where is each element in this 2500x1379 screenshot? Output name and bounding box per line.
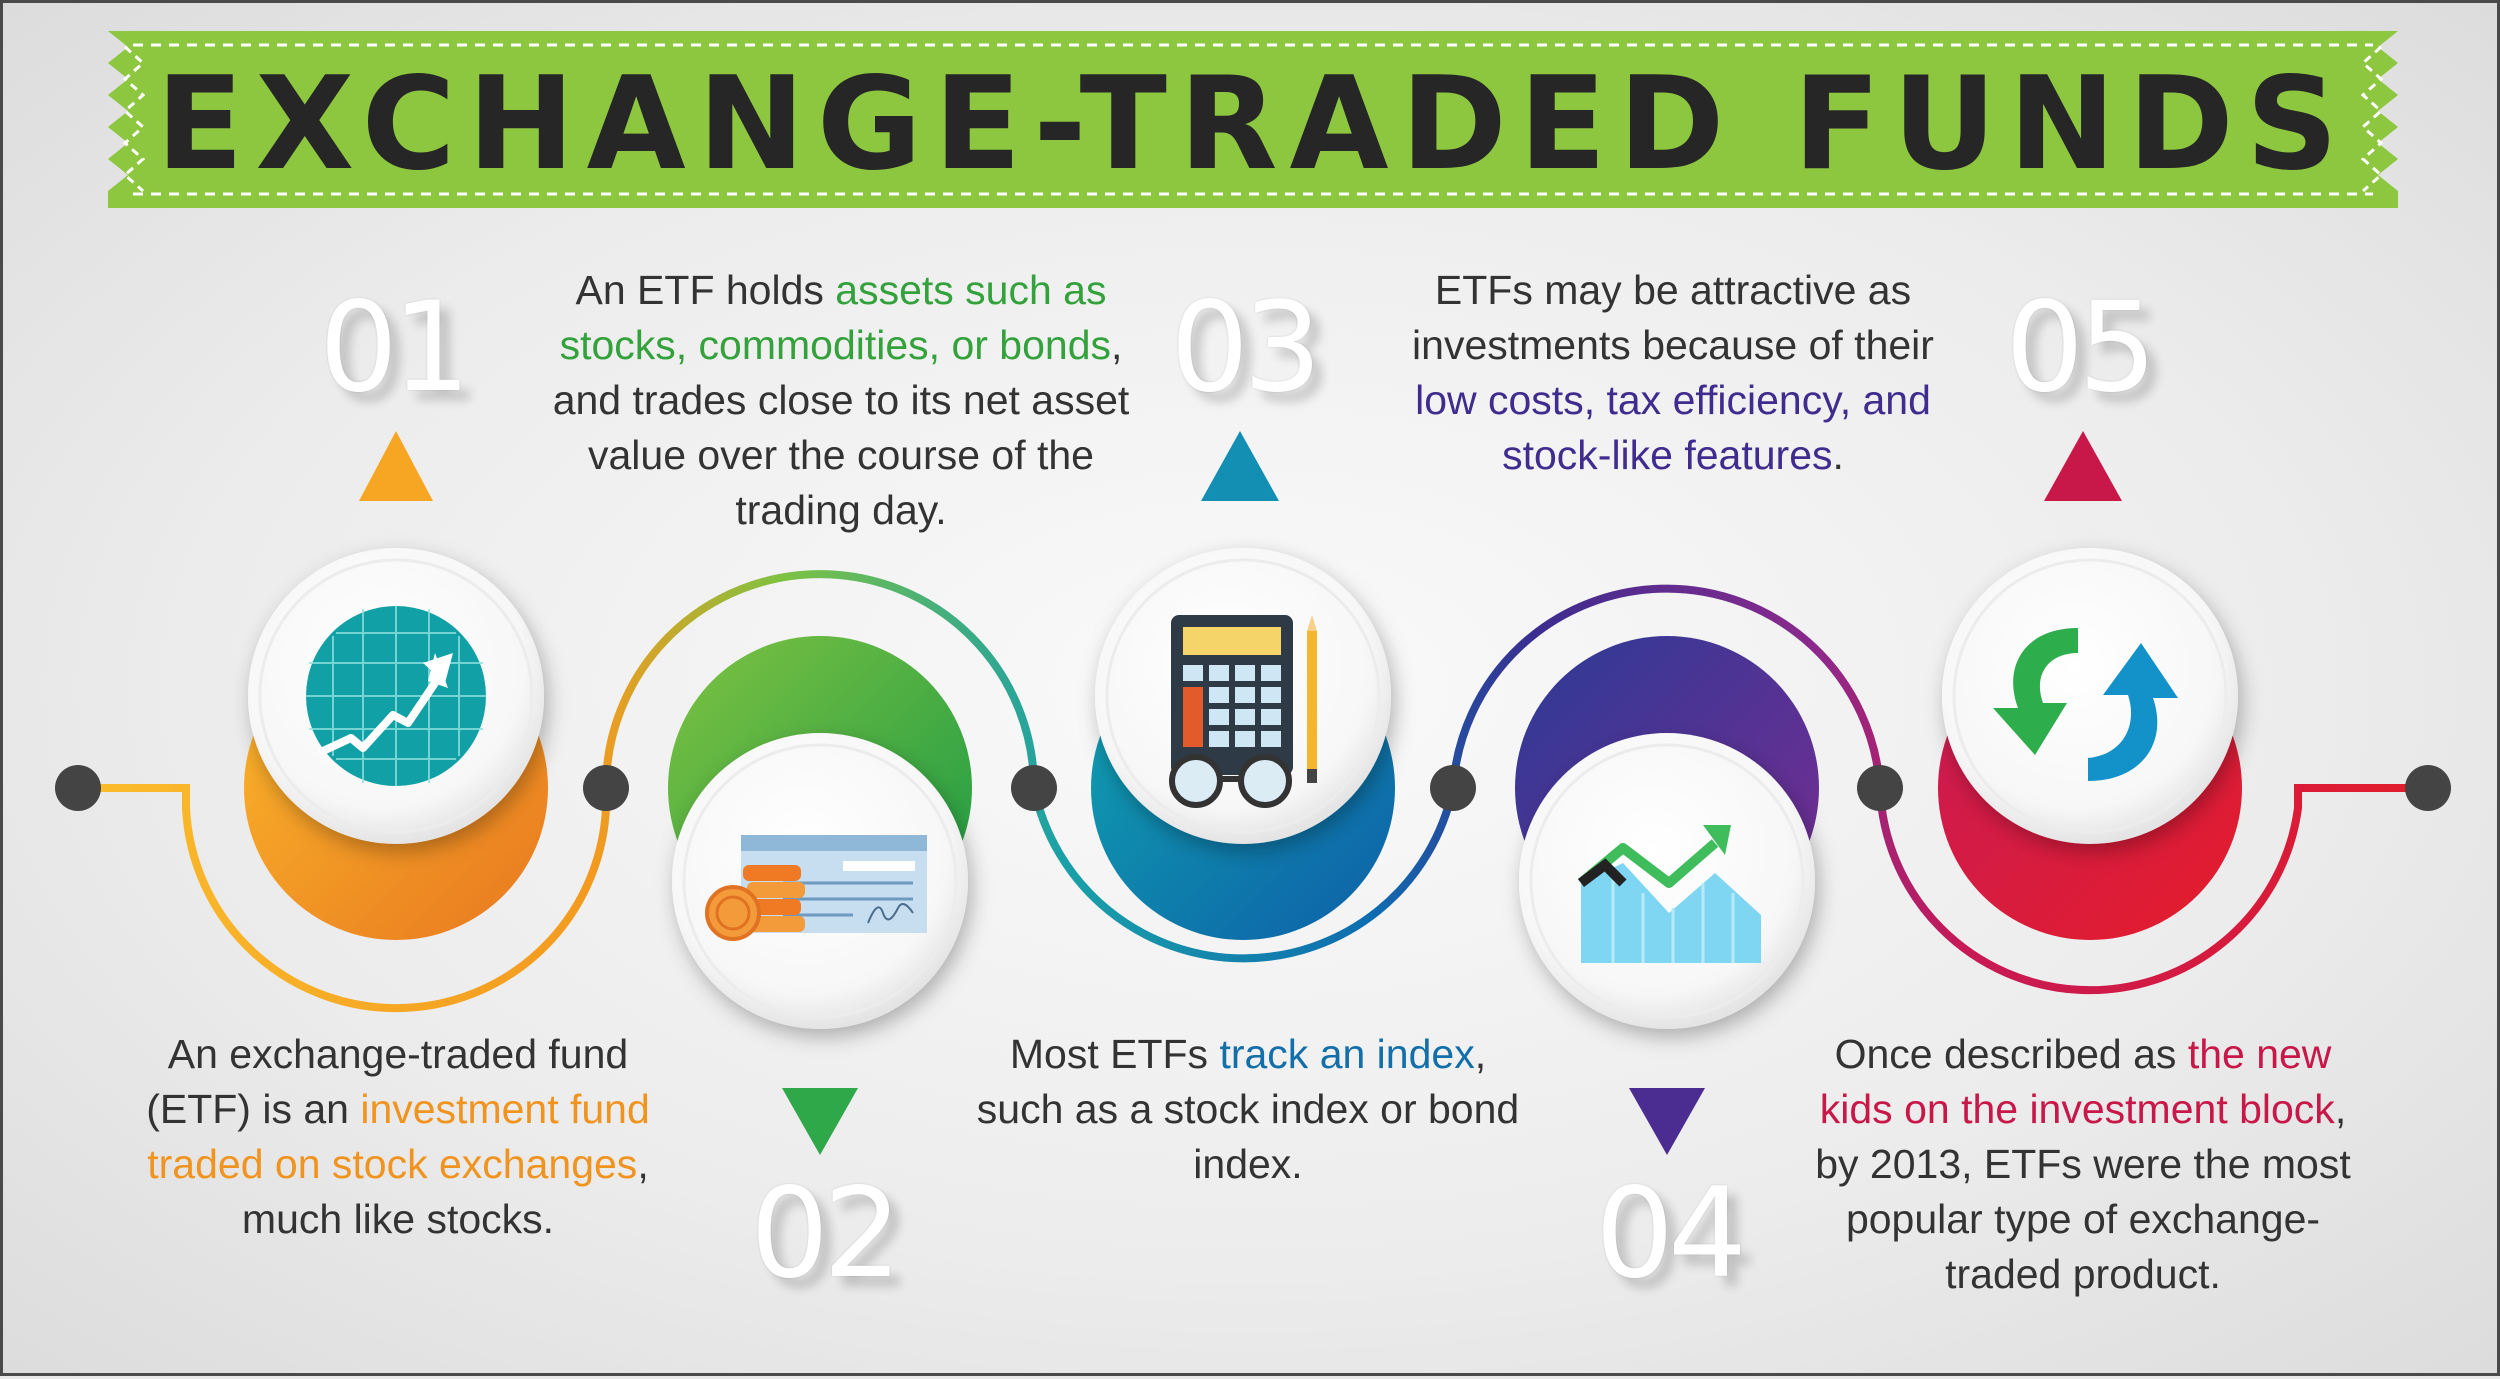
step1-up-triangle bbox=[359, 431, 433, 501]
timeline-dot-end bbox=[2405, 765, 2451, 811]
step2-number: 02 bbox=[750, 1162, 902, 1306]
step2-description: An ETF holds assets such as stocks, comm… bbox=[552, 267, 1130, 533]
step4-description: ETFs may be attractive as investments be… bbox=[1412, 267, 1934, 478]
step5-icon-circle bbox=[1942, 548, 2238, 844]
step3-up-triangle bbox=[1201, 431, 1279, 501]
step3-number: 03 bbox=[1170, 276, 1322, 420]
step5-up-triangle bbox=[2044, 431, 2122, 501]
check-and-coins-icon bbox=[705, 835, 927, 941]
step2-highlight: assets such as stocks, commodities, or b… bbox=[559, 267, 1112, 368]
calculator-glasses-pencil-icon bbox=[1169, 615, 1317, 808]
step4-down-triangle bbox=[1629, 1088, 1705, 1155]
timeline-dot-2 bbox=[1011, 765, 1057, 811]
step2-down-triangle bbox=[782, 1088, 858, 1155]
area-chart-icon bbox=[1577, 825, 1761, 963]
step3-highlight: track an index bbox=[1219, 1031, 1475, 1077]
timeline-dot-start bbox=[55, 765, 101, 811]
timeline-dot-1 bbox=[583, 765, 629, 811]
step5-highlight: the new kids on the investment block bbox=[1819, 1031, 2335, 1132]
timeline-dot-3 bbox=[1430, 765, 1476, 811]
step1-highlight: investment fund traded on stock exchange… bbox=[147, 1086, 650, 1187]
title-banner bbox=[108, 31, 2398, 208]
growth-chart-icon bbox=[306, 606, 486, 786]
step1-description: An exchange-traded fund (ETF) is an inve… bbox=[146, 1031, 650, 1242]
refresh-arrows-icon bbox=[1993, 628, 2178, 781]
timeline-artwork bbox=[55, 31, 2451, 1155]
page-title: EXCHANGE-TRADED FUNDS bbox=[156, 50, 2350, 199]
step4-highlight: low costs, tax efficiency, and stock-lik… bbox=[1415, 377, 1931, 478]
step3-description: Most ETFs track an index, such as a stoc… bbox=[976, 1031, 1520, 1187]
timeline-path bbox=[74, 570, 2432, 1013]
step1-number: 01 bbox=[319, 276, 471, 420]
step5-number: 05 bbox=[2005, 276, 2157, 420]
timeline-dot-4 bbox=[1857, 765, 1903, 811]
step5-description: Once described as the new kids on the in… bbox=[1815, 1031, 2351, 1297]
step4-number: 04 bbox=[1595, 1162, 1747, 1306]
